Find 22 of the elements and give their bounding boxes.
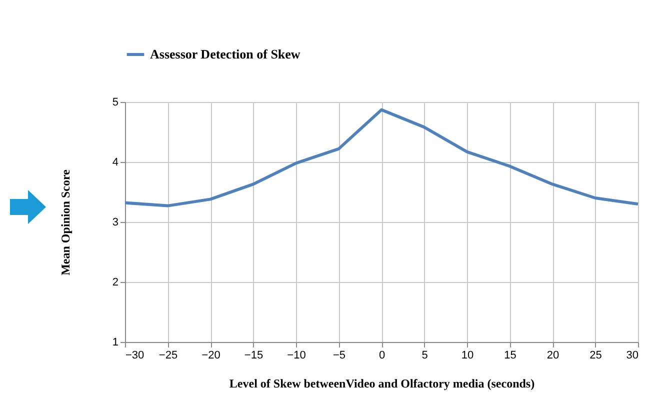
x-tick-label: −5 — [332, 350, 346, 362]
y-tick-label: 3 — [112, 216, 118, 228]
x-tick-label: 15 — [504, 350, 516, 362]
x-axis-title: Level of Skew betweenVideo and Olfactory media (seconds) — [229, 376, 535, 390]
x-tick-label: 0 — [378, 350, 386, 362]
x-tick-label: 20 — [546, 350, 560, 362]
x-tick-label: −20 — [202, 350, 220, 362]
y-tick-label: 2 — [112, 276, 118, 288]
x-tick-label: −15 — [244, 350, 264, 362]
x-tick-label: −25 — [158, 350, 178, 362]
y-tick-label: 1 — [112, 336, 118, 348]
y-tick-label: 5 — [112, 96, 118, 108]
x-tick-label: 25 — [590, 350, 602, 362]
x-tick-label: −10 — [287, 350, 306, 362]
legend-label: Assessor Detection of Skew — [150, 46, 301, 62]
x-tick-label: 5 — [422, 350, 428, 362]
x-tick-label: 30 — [626, 350, 638, 362]
x-tick-label: −30 — [126, 350, 144, 362]
x-tick-label: 10 — [461, 350, 474, 362]
y-tick-label: 4 — [112, 156, 118, 168]
line-series — [124, 108, 640, 208]
y-axis-title: Mean Opinion Score — [58, 168, 72, 276]
